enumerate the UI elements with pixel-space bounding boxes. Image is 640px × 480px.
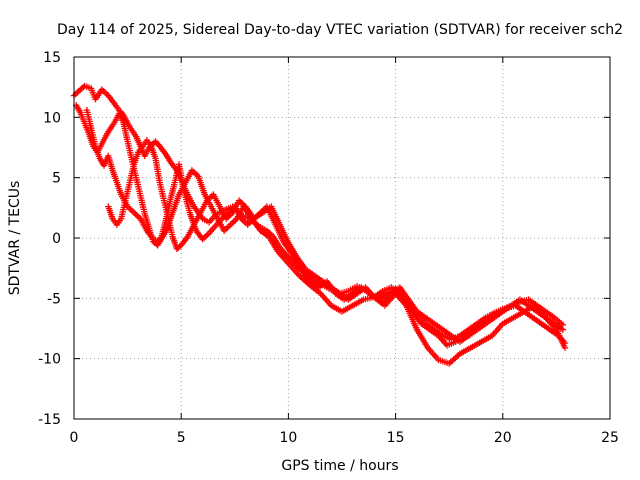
y-axis-label: SDTVAR / TECUs	[7, 181, 23, 296]
x-tick-label: 20	[494, 430, 512, 446]
x-tick-label: 5	[177, 430, 186, 446]
chart-title: Day 114 of 2025, Sidereal Day-to-day VTE…	[57, 22, 623, 38]
y-tick-label: 15	[43, 50, 61, 66]
data-points	[70, 82, 569, 367]
series-trace-c	[83, 106, 569, 367]
y-tick-label: 0	[52, 231, 61, 247]
plot-border	[73, 56, 611, 420]
x-axis-label: GPS time / hours	[281, 458, 398, 474]
data-point	[561, 344, 569, 352]
x-tick-label: 15	[387, 430, 405, 446]
x-tick-label: 25	[601, 430, 619, 446]
x-tick-label: 0	[70, 430, 79, 446]
ticks: 0 5 10 15 20 25 -15 -10 -5 0 5 10 15	[38, 50, 619, 446]
y-tick-label: -5	[47, 291, 61, 307]
x-tick-label: 10	[279, 430, 297, 446]
series-trace-d	[105, 137, 567, 345]
y-tick-label: -15	[38, 412, 61, 428]
data-point	[559, 326, 567, 333]
y-tick-label: 10	[43, 110, 61, 126]
y-tick-label: 5	[52, 171, 61, 187]
y-tick-label: -10	[38, 352, 61, 368]
